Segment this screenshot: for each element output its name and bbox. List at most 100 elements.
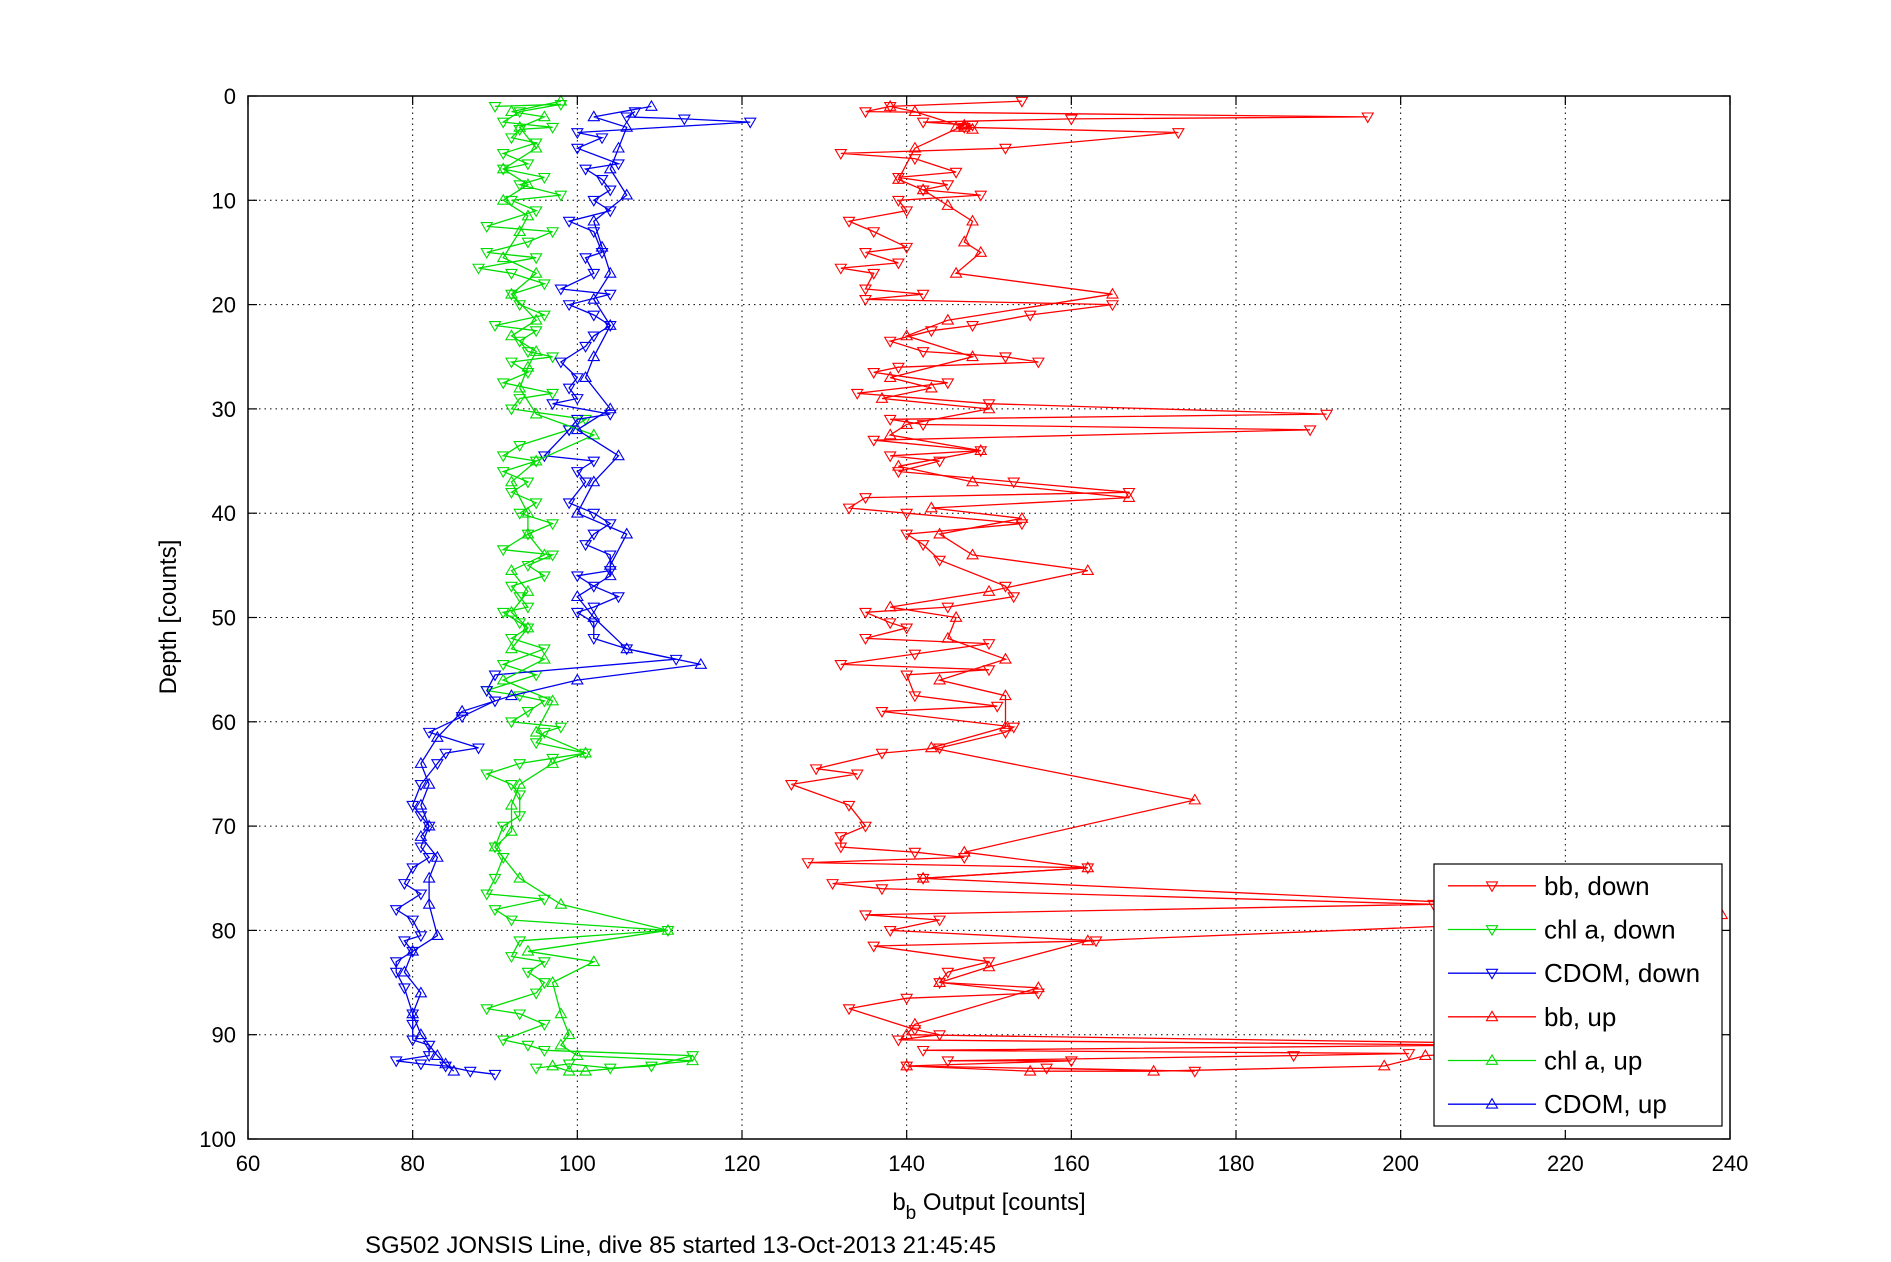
data-point [941, 198, 955, 210]
data-point [1106, 287, 1119, 299]
series-line [394, 111, 751, 1075]
data-point [1122, 490, 1136, 502]
data-point [414, 779, 428, 791]
data-point [916, 183, 930, 195]
data-point [842, 503, 856, 515]
data-point [579, 1064, 593, 1076]
data-point [900, 1061, 914, 1073]
data-point [1081, 863, 1095, 875]
data-point [867, 435, 881, 447]
data-point [505, 195, 518, 207]
legend-marker [1485, 925, 1499, 937]
data-point [480, 221, 494, 233]
legend-entry: chl a, up [1544, 1046, 1642, 1076]
data-point [867, 268, 881, 280]
data-point [406, 1019, 420, 1031]
y-axis-label: Depth [counts] [155, 540, 182, 695]
data-point [414, 889, 428, 901]
data-point [505, 633, 518, 645]
x-tick-label: 160 [1053, 1151, 1090, 1176]
data-point [933, 673, 947, 685]
data-point [570, 394, 584, 406]
data-point [595, 133, 609, 145]
data-point [966, 475, 979, 487]
data-point [488, 321, 502, 333]
data-point [521, 477, 535, 489]
data-point [883, 99, 897, 111]
data-point [513, 336, 527, 348]
data-point [537, 279, 551, 291]
y-tick-label: 10 [212, 188, 236, 213]
data-point [579, 540, 593, 552]
data-point [842, 800, 856, 812]
data-point [406, 1007, 420, 1019]
data-point [603, 185, 617, 197]
data-point [496, 1035, 510, 1047]
data-point [603, 318, 617, 330]
data-point [505, 404, 518, 416]
data-point [587, 428, 601, 440]
data-point [957, 118, 971, 130]
data-point [488, 1069, 502, 1081]
data-point [612, 141, 625, 153]
data-point [389, 905, 403, 917]
data-point [521, 621, 535, 633]
data-point [883, 451, 897, 463]
data-point [505, 289, 518, 301]
data-point [579, 341, 593, 353]
data-point [480, 889, 494, 901]
data-point [850, 769, 864, 781]
data-point [595, 175, 609, 187]
data-point [505, 605, 518, 617]
data-point [1089, 936, 1103, 948]
x-axis-label: bb Output [counts] [892, 1189, 1085, 1224]
data-point [916, 185, 930, 197]
data-point [554, 190, 568, 202]
series-line [791, 100, 1484, 1072]
data-point [999, 727, 1012, 739]
data-point [455, 712, 469, 724]
data-point [537, 894, 551, 906]
data-point [1303, 425, 1317, 437]
data-point [505, 779, 518, 791]
legend-entry: CDOM, up [1544, 1089, 1667, 1119]
data-point [422, 777, 436, 789]
data-point [891, 1035, 905, 1047]
data-point [521, 209, 535, 221]
data-point [521, 178, 535, 190]
data-point [933, 456, 947, 468]
data-point [414, 931, 428, 943]
data-point [620, 120, 634, 132]
data-point [875, 748, 889, 760]
data-point [949, 610, 963, 622]
data-point [414, 1028, 428, 1040]
data-point [916, 117, 930, 129]
data-point [859, 633, 872, 645]
x-tick-label: 220 [1547, 1151, 1584, 1176]
data-point [513, 871, 527, 883]
data-point [513, 691, 527, 703]
data-point [1147, 1064, 1161, 1076]
data-point [570, 143, 584, 155]
data-point [784, 779, 798, 791]
y-tick-label: 30 [212, 397, 236, 422]
data-point [521, 967, 535, 979]
data-point [1081, 563, 1095, 575]
series-layer [389, 94, 1729, 1081]
series-line [478, 103, 693, 1069]
data-point [587, 475, 601, 487]
data-point [587, 195, 601, 207]
data-point [562, 1059, 576, 1071]
data-point [513, 394, 527, 406]
y-tick-label: 90 [212, 1023, 236, 1048]
data-point [488, 670, 502, 682]
data-point [505, 268, 518, 280]
data-point [1031, 981, 1045, 993]
data-point [529, 988, 543, 1000]
data-point [505, 357, 518, 369]
data-point [505, 287, 518, 299]
x-tick-label: 240 [1712, 1151, 1749, 1176]
legend-entry: CDOM, down [1544, 958, 1700, 988]
data-point [414, 798, 428, 810]
data-point [529, 738, 543, 750]
